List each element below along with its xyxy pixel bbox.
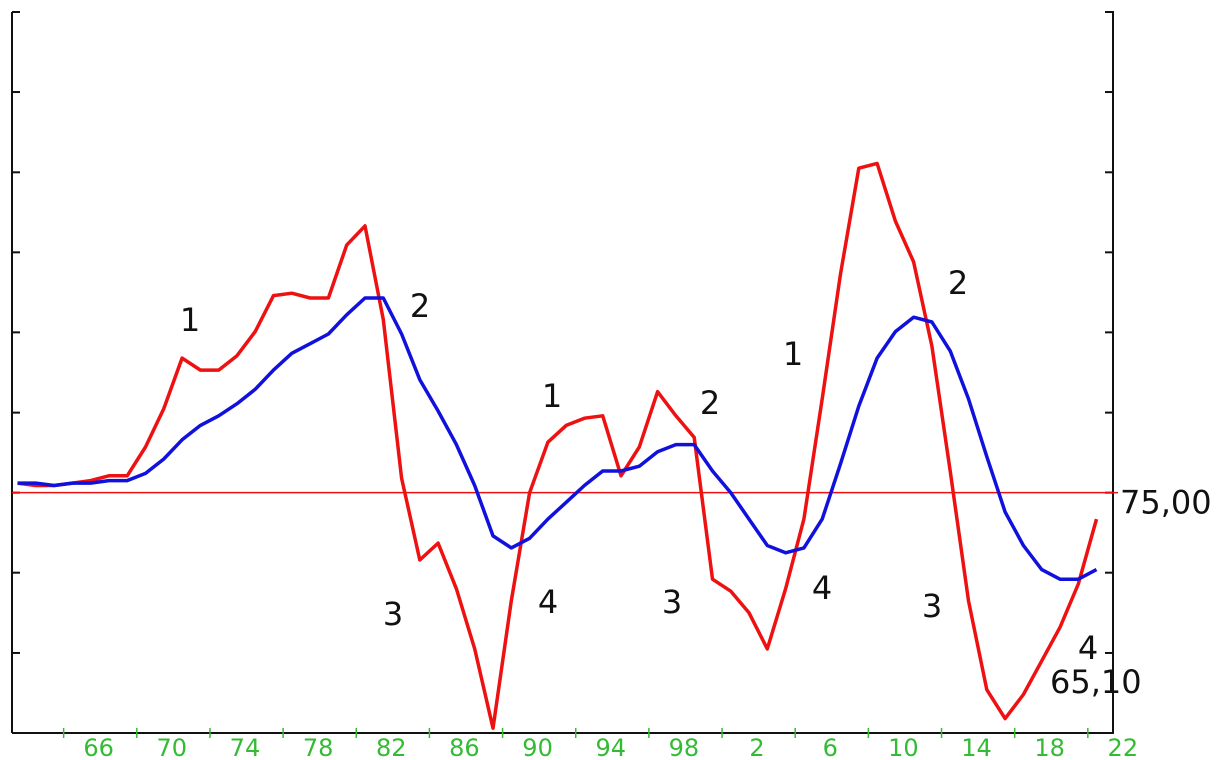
x-tick-label: 86 (449, 734, 480, 760)
x-tick-label: 2 (749, 734, 764, 760)
x-tick-label: 70 (157, 734, 188, 760)
phase-label: 2 (948, 264, 968, 302)
x-tick-label: 66 (83, 734, 114, 760)
phase-label: 3 (383, 595, 403, 633)
x-tick-label: 10 (888, 734, 919, 760)
phase-label: 4 (1078, 629, 1098, 667)
x-tick-label: 94 (595, 734, 626, 760)
phase-label: 1 (783, 335, 803, 373)
x-tick-label: 22 (1108, 734, 1139, 760)
phase-label: 3 (922, 587, 942, 625)
series-line (17, 161, 1099, 730)
phase-label: 3 (662, 583, 682, 621)
x-tick-label: 14 (961, 734, 992, 760)
min-label: 65,10 (1050, 663, 1142, 701)
x-tick-label: 78 (303, 734, 334, 760)
reference-label: 75,00 (1120, 484, 1212, 522)
phase-label: 1 (542, 377, 562, 415)
x-tick-label: 82 (376, 734, 407, 760)
phase-label: 2 (410, 287, 430, 325)
series-line (17, 296, 1098, 581)
x-tick-label: 90 (522, 734, 553, 760)
x-tick-label: 98 (669, 734, 700, 760)
phase-label: 4 (538, 583, 558, 621)
x-tick-label: 74 (230, 734, 261, 760)
x-tick-label: 18 (1034, 734, 1065, 760)
phase-label: 1 (180, 301, 200, 339)
x-tick-label: 6 (823, 734, 838, 760)
phase-label: 4 (812, 569, 832, 607)
phase-label: 2 (700, 384, 720, 422)
